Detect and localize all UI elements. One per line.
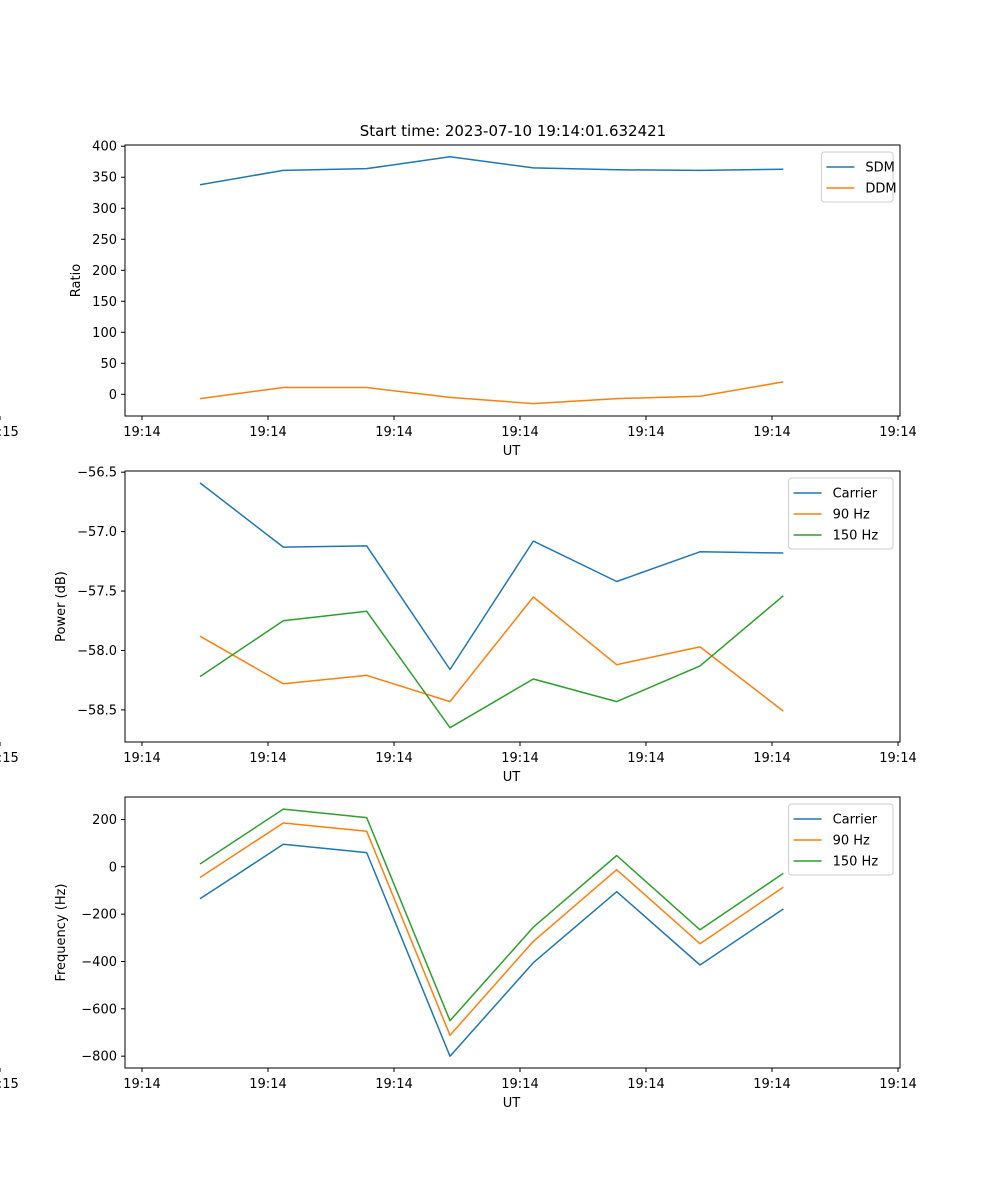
x-tick-label: 19:14 [249,751,286,766]
y-tick-label: −400 [81,955,117,970]
y-tick-label: 0 [109,860,117,875]
y-tick-label: 200 [92,264,117,279]
x-tick-label: 19:14 [627,1077,664,1092]
series-line-90-hz [199,822,784,1037]
x-tick-label: 19:14 [501,425,538,440]
y-tick-label: −57.5 [77,585,117,600]
x-tick-label: 19:14 [627,751,664,766]
y-tick-label: −200 [81,908,117,923]
legend-entry: 150 Hz [833,529,879,544]
x-tick-label: 19:14 [753,751,790,766]
x-tick-label: 19:14 [375,751,412,766]
y-tick-label: −58.0 [77,644,117,659]
subplots: 19:14 19:14 19:14 19:14 19:14 19:14 19:14 19:15… [0,140,917,1111]
x-tick-label: 19:14 [123,751,160,766]
y-axis-label: Ratio [69,264,84,297]
y-tick-label: 350 [92,171,117,186]
y-tick-label: −58.5 [77,703,117,718]
legend: Carrier 90 Hz 150 Hz [788,803,894,876]
y-axis-label: Frequency (Hz) [54,883,69,981]
legend-entry: DDM [865,182,896,197]
y-tick-label: 0 [109,388,117,403]
y-tick-label: 200 [92,813,117,828]
x-tick-label: 19:14 [123,425,160,440]
x-axis-label: UT [503,444,521,459]
x-tick-label: 19:14 [879,1077,916,1092]
axes-frame [124,470,901,743]
subplot-2: 19:14 19:14 19:14 19:14 19:14 19:14 19:14 19:15… [0,466,917,785]
legend-frame [820,151,894,203]
legend-entry: SDM [865,161,894,176]
series-line-carrier [199,843,784,1057]
legend-entry: 90 Hz [833,508,870,523]
x-tick-label: 19:14 [753,425,790,440]
x-tick-label: 19:14 [375,1077,412,1092]
y-tick-label: 300 [92,202,117,217]
y-tick-label: −800 [81,1050,117,1065]
legend-entry: Carrier [833,813,878,828]
legend: Carrier 90 Hz 150 Hz [788,477,894,550]
x-axis-label: UT [503,1096,521,1111]
y-tick-label: 250 [92,233,117,248]
legend-entry: 150 Hz [833,855,879,870]
series-line-ddm [199,381,784,405]
x-tick-label: 19:14 [627,425,664,440]
x-tick-label: 19:15 [0,1077,19,1092]
axes-frame [124,796,901,1069]
y-tick-label: 50 [100,357,117,372]
figure-title: Start time: 2023-07-10 19:14:01.632421 [360,122,666,140]
x-tick-label: 19:14 [753,1077,790,1092]
x-tick-label: 19:14 [123,1077,160,1092]
legend-frame [788,803,894,876]
y-tick-label: −56.5 [77,466,117,481]
subplot-1: 19:14 19:14 19:14 19:14 19:14 19:14 19:14 19:15… [0,140,917,459]
series-line-150-hz [199,595,784,729]
x-tick-label: 19:14 [249,425,286,440]
y-tick-label: −600 [81,1002,117,1017]
series-line-carrier [199,482,784,671]
x-tick-label: 19:14 [501,1077,538,1092]
x-axis-label: UT [503,770,521,785]
legend-entry: 90 Hz [833,834,870,849]
axes-frame [124,144,901,417]
x-tick-label: 19:15 [0,425,19,440]
x-tick-label: 19:14 [879,425,916,440]
y-tick-label: 150 [92,295,117,310]
legend: SDM DDM [820,151,897,203]
subplot-3: 19:14 19:14 19:14 19:14 19:14 19:14 19:14 19:15… [0,796,917,1111]
y-tick-label: −57.0 [77,525,117,540]
y-axis-label: Power (dB) [54,571,69,642]
legend-entry: Carrier [833,487,878,502]
x-tick-label: 19:14 [249,1077,286,1092]
series-line-sdm [199,156,784,186]
series-line-150-hz [199,808,784,1022]
y-tick-label: 100 [92,326,117,341]
x-tick-label: 19:14 [375,425,412,440]
series-line-90-hz [199,596,784,712]
y-tick-label: 400 [92,140,117,155]
x-tick-label: 19:14 [879,751,916,766]
x-tick-label: 19:14 [501,751,538,766]
legend-frame [788,477,894,550]
x-tick-label: 19:15 [0,751,19,766]
